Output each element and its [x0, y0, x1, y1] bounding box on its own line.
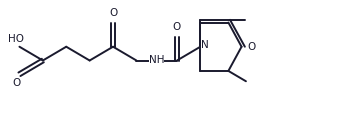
- Text: O: O: [13, 78, 21, 88]
- Text: O: O: [173, 22, 181, 32]
- Text: HO: HO: [8, 34, 24, 44]
- Text: NH: NH: [149, 56, 164, 65]
- Text: O: O: [247, 42, 256, 52]
- Text: N: N: [201, 40, 209, 50]
- Text: O: O: [109, 8, 117, 18]
